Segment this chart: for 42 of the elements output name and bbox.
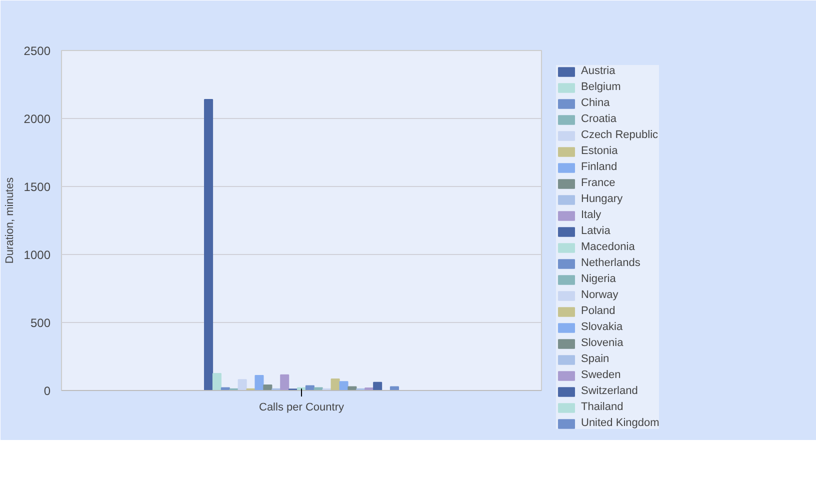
bar	[339, 381, 348, 390]
bar	[390, 386, 399, 390]
legend-label: Czech Republic	[581, 129, 658, 141]
legend-label: Latvia	[581, 225, 610, 237]
legend-label: Thailand	[581, 401, 624, 413]
y-axis-title: Duration, minutes	[4, 176, 16, 264]
bar	[305, 385, 314, 390]
x-axis-title: Calls per Country	[259, 402, 344, 414]
legend-label: China	[581, 97, 610, 109]
legend-label: Macedonia	[581, 241, 635, 253]
legend-label: Spain	[581, 353, 610, 365]
legend-label: Estonia	[581, 145, 618, 157]
bar	[254, 375, 264, 390]
y-tick-label: 2000	[24, 112, 51, 126]
y-tick-label: 1500	[24, 180, 51, 194]
legend-label: Finland	[581, 161, 618, 173]
legend-label: Slovenia	[581, 337, 624, 349]
legend-label: Switzerland	[581, 385, 638, 397]
y-tick-label: 2500	[24, 44, 51, 58]
legend-label: Belgium	[581, 81, 621, 93]
bar	[204, 98, 214, 390]
legend-label: Nigeria	[581, 273, 616, 285]
legend-label: Sweden	[581, 369, 621, 381]
y-tick-label: 500	[30, 316, 51, 330]
legend-label: Hungary	[581, 193, 623, 205]
y-tick-label: 1000	[24, 248, 51, 262]
bar	[212, 373, 222, 390]
legend-label: Norway	[581, 289, 618, 301]
legend-label: France	[581, 177, 616, 189]
legend-label: Austria	[581, 65, 616, 77]
bar	[373, 382, 382, 390]
legend-label: Netherlands	[581, 257, 640, 269]
legend-label: Croatia	[581, 113, 616, 125]
y-tick-label: 0	[44, 384, 51, 398]
legend-label: Slovakia	[581, 321, 623, 333]
legend-label: Italy	[581, 209, 602, 221]
bar	[280, 374, 290, 390]
bar	[348, 386, 357, 390]
legend-label: Poland	[581, 305, 616, 317]
bar	[238, 379, 247, 390]
bar	[263, 384, 272, 390]
legend-label: United Kingdom	[581, 417, 660, 429]
